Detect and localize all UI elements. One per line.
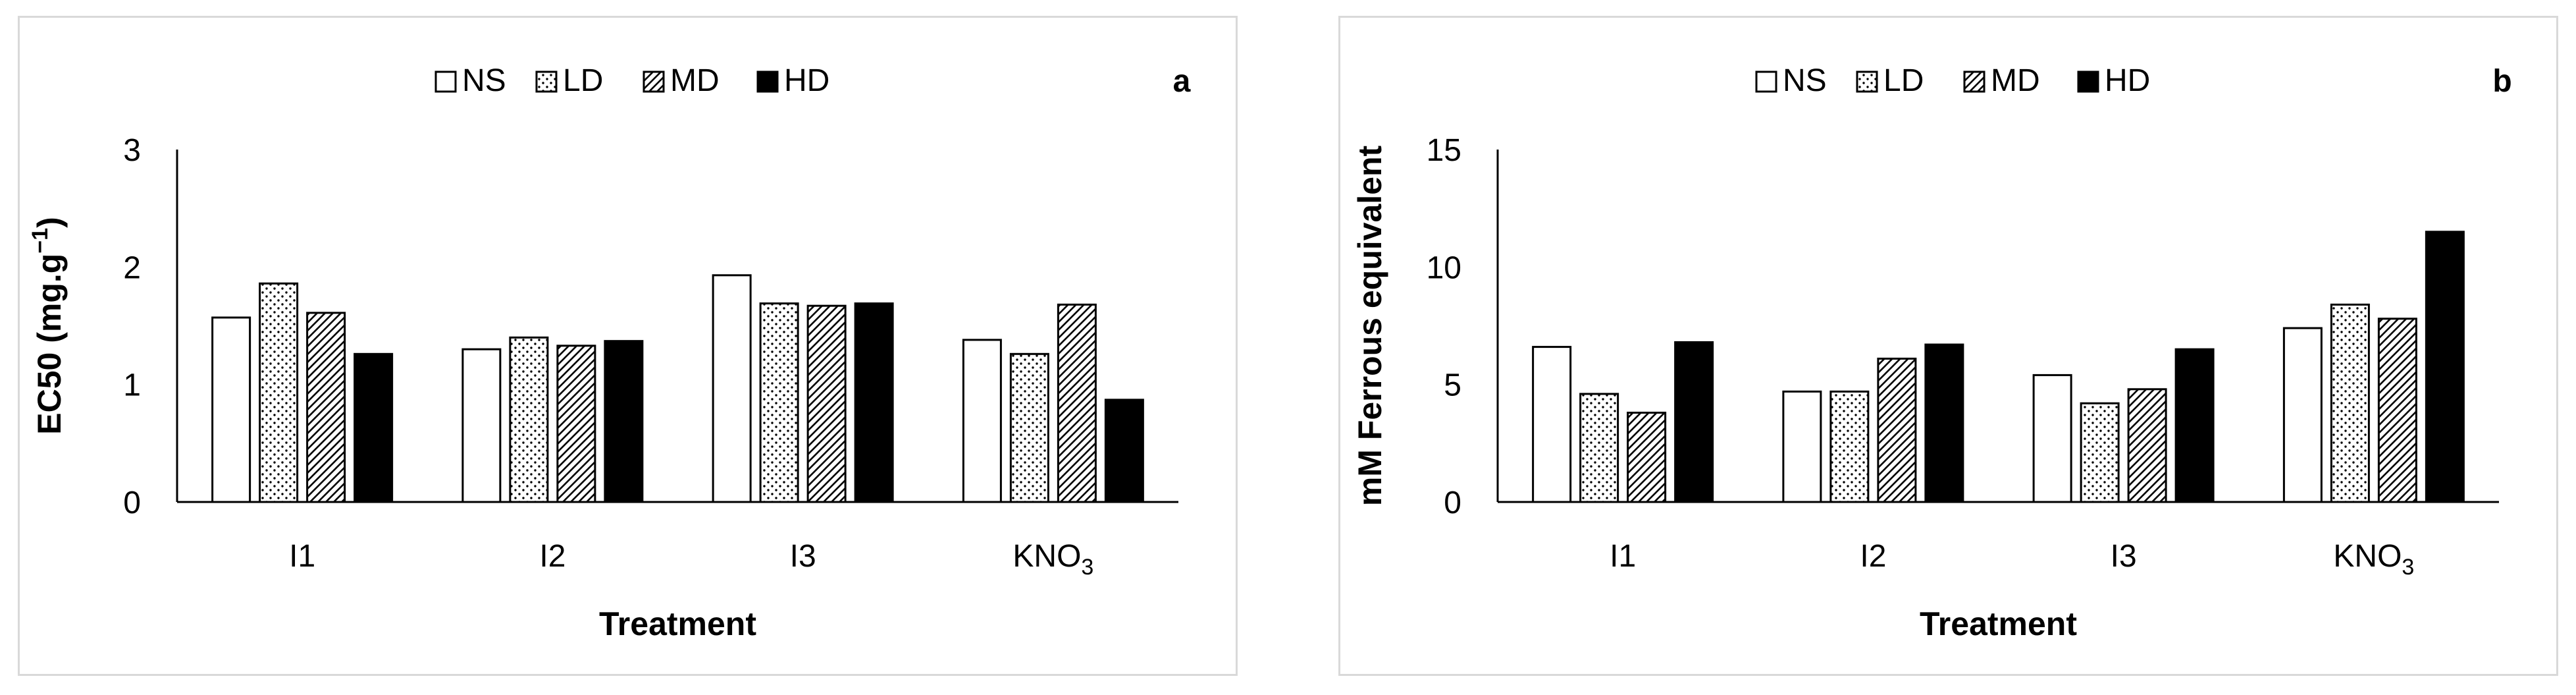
bar-md-i1 (1627, 411, 1667, 503)
legend-label-ns: NS (1783, 63, 1827, 98)
bar-hd-i3 (854, 302, 894, 503)
legend-swatch-md (1963, 70, 1985, 93)
x-axis-title: Treatment (599, 605, 756, 642)
legend-label-hd: HD (784, 63, 829, 98)
legend-swatch-hd (2077, 70, 2099, 93)
x-tick-label: I3 (790, 539, 816, 574)
bar-ld-kno3 (1009, 352, 1049, 503)
legend-label-ld: LD (1883, 63, 1924, 98)
legend-swatch-ld (1856, 70, 1878, 93)
legend-swatch-md (643, 70, 665, 93)
bar-hd-i1 (354, 352, 394, 503)
x-tick-label: I2 (539, 539, 565, 574)
y-tick-label: 1 (123, 368, 141, 403)
x-tick-label: I2 (1860, 539, 1886, 574)
chart-panel-a: 0 1 2 3 I1 I2 I3 KNO3 Treatment EC50 (mg.g−1) NS LD… (18, 16, 1238, 676)
legend-label-md: MD (1991, 63, 2040, 98)
bar-hd-i1 (1674, 341, 1714, 503)
x-axis-title: Treatment (1920, 605, 2077, 642)
legend-label-hd: HD (2105, 63, 2150, 98)
legend-swatch-hd (756, 70, 779, 93)
bar-hd-i2 (604, 340, 644, 503)
bar-ld-i3 (2080, 402, 2120, 503)
bar-ns-kno3 (2282, 327, 2323, 503)
legend-swatch-ld (535, 70, 558, 93)
bar-md-i3 (806, 304, 847, 503)
legend-label-ld: LD (563, 63, 603, 98)
legend-label-ns: NS (462, 63, 506, 98)
panel-label: b (2492, 64, 2511, 99)
bar-ns-i3 (712, 274, 752, 503)
y-tick-label: 15 (1427, 133, 1461, 168)
y-axis-title: mM Ferrous equivalent (1352, 145, 1388, 506)
x-tick-label: I3 (2111, 539, 2137, 574)
bar-ns-i1 (1532, 346, 1572, 503)
chart-a-svg: 0 1 2 3 I1 I2 I3 KNO3 Treatment EC50 (mg.g−1) NS LD… (28, 63, 1191, 642)
bar-hd-kno3 (2425, 231, 2465, 503)
bar-md-kno3 (2377, 318, 2417, 503)
chart-panel-b: 0 5 10 15 I1 I2 I3 KNO3 Treatment mM Ferrous equi… (1338, 16, 2558, 676)
y-tick-label: 0 (1444, 486, 1461, 520)
chart-b-svg: 0 5 10 15 I1 I2 I3 KNO3 Treatment mM Ferrous equi… (1352, 63, 2512, 642)
y-tick-label: 5 (1444, 368, 1461, 403)
y-tick-label: 3 (123, 133, 141, 168)
bar-md-kno3 (1057, 303, 1097, 503)
legend-swatch-ns (434, 70, 457, 93)
legend-swatch-ns (1755, 70, 1777, 93)
bar-md-i3 (2127, 388, 2167, 503)
x-tick-label: KNO3 (2333, 539, 2414, 580)
x-tick-label: I1 (289, 539, 315, 574)
x-tick-label: I1 (1610, 539, 1636, 574)
bar-md-i2 (556, 345, 596, 503)
x-tick-label: KNO3 (1012, 539, 1093, 580)
bar-ns-i2 (461, 348, 502, 503)
bar-ld-i2 (509, 336, 549, 503)
bar-ld-i1 (1579, 393, 1619, 503)
bar-ld-i2 (1829, 390, 1870, 503)
panel-label: a (1173, 64, 1191, 99)
bar-ns-i1 (211, 316, 251, 503)
bar-hd-i3 (2174, 348, 2215, 503)
bar-ns-i2 (1782, 390, 1822, 503)
bar-md-i1 (306, 312, 346, 503)
legend-label-md: MD (670, 63, 720, 98)
y-axis-title: EC50 (mg.g−1) (28, 217, 68, 434)
bar-hd-kno3 (1104, 399, 1144, 503)
bar-ld-i1 (259, 282, 299, 503)
bar-ld-kno3 (2330, 303, 2370, 503)
bar-hd-i2 (1924, 343, 1964, 503)
bar-ld-i3 (759, 302, 799, 503)
bar-ns-i3 (2032, 374, 2072, 503)
y-tick-label: 10 (1427, 250, 1461, 285)
y-tick-label: 0 (123, 486, 141, 520)
bar-md-i2 (1877, 357, 1917, 503)
y-tick-label: 2 (123, 250, 141, 285)
bar-ns-kno3 (962, 339, 1002, 503)
